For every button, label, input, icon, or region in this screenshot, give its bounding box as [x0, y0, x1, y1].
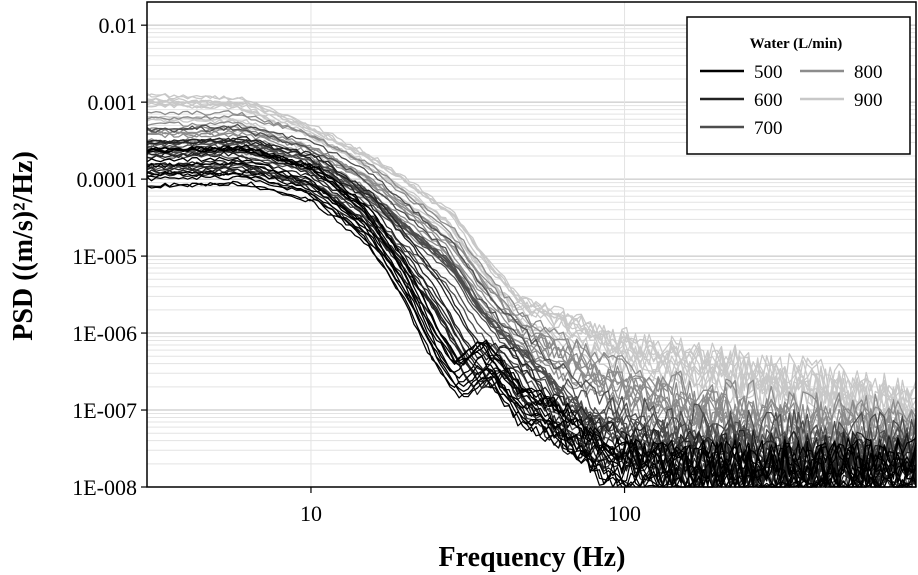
y-tick-label: 1E-008 — [72, 475, 137, 500]
y-tick-label: 1E-007 — [72, 398, 137, 423]
series-line — [146, 175, 917, 488]
legend-label: 900 — [854, 90, 883, 111]
y-axis-ticks: 1E-008 1E-007 1E-006 1E-005 0.0001 0.001 0.01 — [72, 13, 147, 500]
x-tick-label: 100 — [608, 501, 641, 526]
y-tick-label: 0.01 — [99, 13, 138, 38]
series-line — [146, 123, 917, 454]
y-tick-label: 1E-006 — [72, 321, 137, 346]
legend: Water (L/min) 500 600 700 800 900 — [686, 16, 911, 155]
legend-label: 700 — [754, 118, 783, 139]
series-line — [146, 114, 917, 435]
series-line — [146, 115, 917, 445]
y-tick-label: 0.0001 — [77, 167, 138, 192]
x-tick-label: 10 — [300, 501, 322, 526]
legend-title: Water (L/min) — [750, 36, 843, 52]
legend-label: 500 — [754, 62, 783, 83]
series-line — [146, 99, 917, 427]
y-tick-label: 0.001 — [88, 90, 138, 115]
plot-frame — [146, 1, 917, 488]
series-line — [146, 144, 917, 482]
series-line — [146, 169, 917, 488]
x-axis-title: Frequency (Hz) — [439, 542, 626, 573]
legend-box — [686, 16, 911, 155]
legend-label: 600 — [754, 90, 783, 111]
series-line — [146, 156, 917, 488]
series-layer — [146, 92, 917, 488]
legend-label: 800 — [854, 62, 883, 83]
x-axis-ticks: 10 100 — [300, 487, 641, 526]
series-line — [146, 125, 917, 443]
series-line — [146, 146, 917, 483]
legend-entries: 500 600 700 800 900 — [700, 62, 883, 139]
series-line — [146, 97, 917, 419]
series-line — [146, 136, 917, 473]
y-tick-label: 1E-005 — [72, 244, 137, 269]
series-line — [146, 146, 917, 483]
series-line — [146, 110, 917, 437]
series-line — [146, 125, 917, 454]
y-axis-title: PSD ((m/s)²/Hz) — [8, 151, 39, 341]
